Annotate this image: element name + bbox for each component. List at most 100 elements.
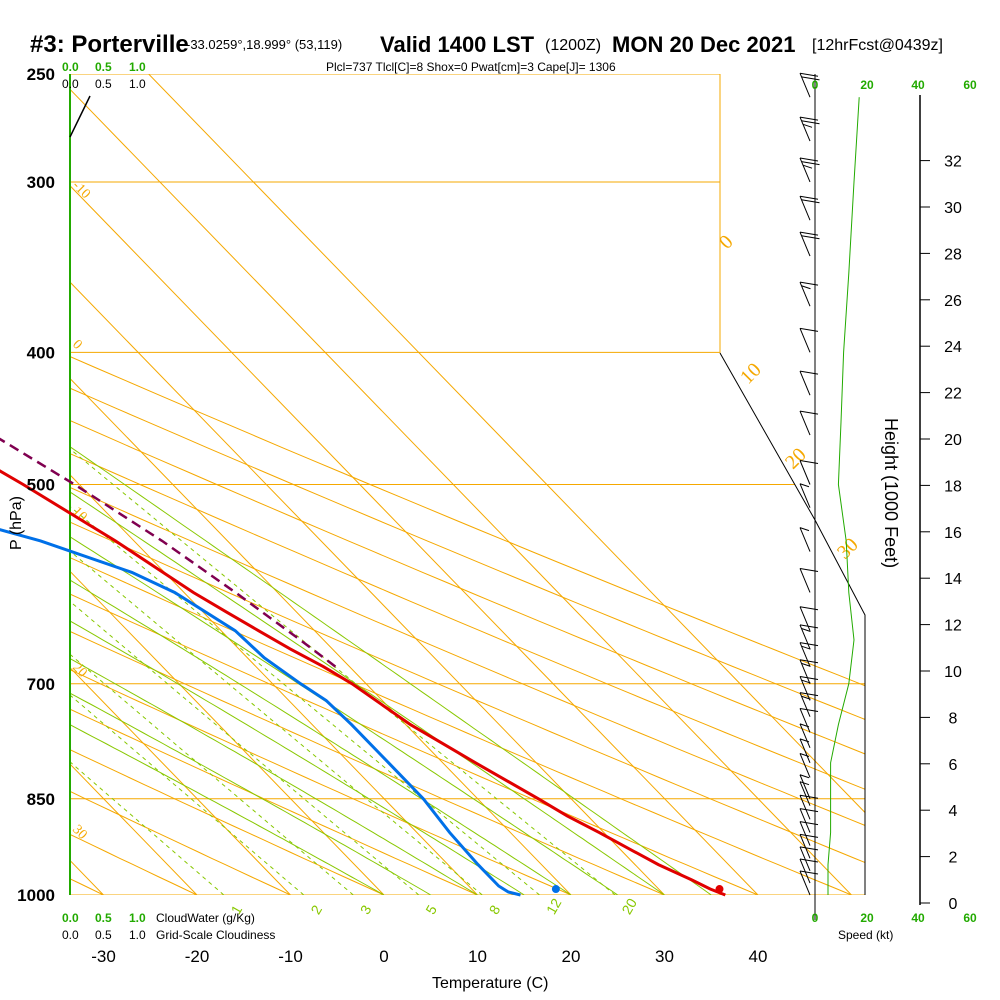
pressure-tick-label: 850	[27, 790, 55, 809]
height-tick-label: 14	[944, 571, 962, 588]
height-axis-label: Height (1000 Feet)	[881, 418, 901, 568]
wind-barb-flag	[802, 123, 813, 128]
axes: -30 -20 -10 0 10 20 30 402503004005007008501000…	[17, 60, 977, 966]
wind-barb-staff	[799, 708, 811, 733]
wind-barb-staff	[799, 795, 811, 820]
station-coords: -33.0259°,18.999° (53,119)	[186, 37, 342, 52]
wind-barb-flag	[801, 628, 811, 632]
height-tick-label: 24	[944, 339, 962, 356]
wind-barb-staff	[799, 781, 811, 806]
wind-barb-flag	[801, 120, 820, 125]
isotherm-right-label: 20	[781, 444, 811, 474]
isotherm-label: 30	[69, 822, 90, 843]
wind-barb-flag	[799, 116, 819, 121]
dry-adiabat	[70, 74, 733, 895]
cloudiness-top-10: 1.0	[129, 77, 146, 91]
dry-adiabat	[70, 74, 865, 895]
wind-barb-flag	[799, 157, 819, 162]
isotherm-right-label: 10	[736, 359, 766, 389]
wind-barb-staff	[799, 821, 811, 846]
mixing-ratio-line	[70, 351, 420, 895]
wind-barb-flag	[799, 370, 819, 375]
x-tick-label: -10	[278, 947, 303, 966]
wind-barb-flag	[799, 808, 819, 813]
dry-adiabat	[70, 74, 543, 895]
pressure-tick-label: 1000	[17, 886, 55, 905]
wind-barb-flag	[799, 281, 819, 286]
wind-barb-flag	[799, 624, 819, 629]
wind-barb-flag	[801, 645, 811, 650]
height-tick-label: 10	[944, 664, 962, 681]
zulu-time: (1200Z)	[545, 37, 601, 54]
wind-barb-staff	[799, 723, 811, 749]
height-tick-label: 12	[944, 618, 962, 635]
sounding-params: Plcl=737 Tlcl[C]=8 Shox=0 Pwat[cm]=3 Cap…	[326, 60, 616, 74]
height-tick-label: 30	[944, 200, 962, 217]
wind-barb-flag	[801, 199, 820, 204]
x-tick-label: 40	[749, 947, 768, 966]
wind-barb-staff	[799, 606, 811, 631]
pressure-tick-label: 300	[27, 173, 55, 192]
wind-barb-staff	[799, 858, 811, 884]
temperature-trace	[0, 469, 726, 897]
pressure-tick-label: 500	[27, 476, 55, 495]
wind-barb-flag	[799, 833, 819, 838]
mixing-ratio-line	[70, 351, 483, 895]
wind-barb-flag	[799, 821, 819, 826]
wind-barb-flag	[801, 235, 820, 240]
height-tick-label: 8	[949, 710, 958, 727]
pressure-tick-label: 400	[27, 343, 55, 362]
mixing-ratio-line	[70, 351, 305, 895]
wind-barb-flag	[799, 72, 819, 77]
height-tick-label: 6	[949, 757, 958, 774]
moist-adiabat	[70, 74, 525, 895]
x-tick-label: 30	[655, 947, 674, 966]
dry-adiabat	[70, 74, 259, 895]
x-axis-label: Temperature (C)	[432, 975, 548, 992]
valid-time: Valid 1400 LST	[380, 32, 535, 57]
wind-barb-staff	[799, 410, 811, 436]
wind-barb-staff	[799, 460, 811, 485]
height-tick-label: 4	[949, 803, 958, 820]
x-tick-label: -30	[91, 947, 116, 966]
wind-barb-flag	[799, 460, 819, 464]
cloud-bottom-05: 0.5	[95, 911, 112, 925]
speed-label: Speed (kt)	[838, 928, 893, 942]
cloudwater-trace	[69, 95, 91, 138]
height-tick-label: 0	[949, 896, 958, 913]
speed-tick-label: 0	[812, 78, 819, 92]
wind-barb-flag	[799, 527, 810, 532]
wind-barb-flag	[799, 659, 819, 664]
dry-adiabat	[70, 74, 828, 895]
speed-tick-label: 40	[911, 78, 925, 92]
isotherm-line	[70, 74, 665, 895]
x-tick-label: 20	[562, 947, 581, 966]
mixing-ratio-line	[70, 351, 616, 895]
speed-tick-label: 40	[911, 911, 925, 925]
speed-tick-label: 60	[963, 911, 977, 925]
wind-barb-flag	[799, 692, 819, 697]
mixing-ratio-line	[70, 351, 540, 895]
moist-adiabat	[70, 74, 385, 895]
wind-barb-flag	[799, 642, 819, 647]
wind-barb-flag	[799, 675, 819, 680]
wind-barb-flag	[799, 410, 819, 415]
moist-adiabat	[70, 74, 712, 895]
surface-dew-dot	[551, 885, 560, 894]
isotherm-line	[70, 74, 759, 895]
speed-tick-label: 60	[963, 78, 977, 92]
dry-adiabat	[70, 74, 865, 895]
wind-barb-staff	[799, 846, 811, 872]
valid-date: MON 20 Dec 2021	[612, 32, 795, 57]
mixing-ratio-label: 5	[422, 902, 440, 917]
dry-adiabat	[70, 74, 865, 895]
mixing-ratio-line	[70, 351, 225, 895]
isotherm-line	[70, 74, 852, 895]
wind-barb-staff	[799, 483, 811, 508]
dry-adiabat	[70, 74, 638, 895]
isotherm-line	[148, 74, 865, 895]
cloud-bottom-0: 0.0	[62, 911, 79, 925]
isotherm-right-label: 30	[833, 534, 863, 564]
wind-barb-staff	[799, 753, 811, 778]
